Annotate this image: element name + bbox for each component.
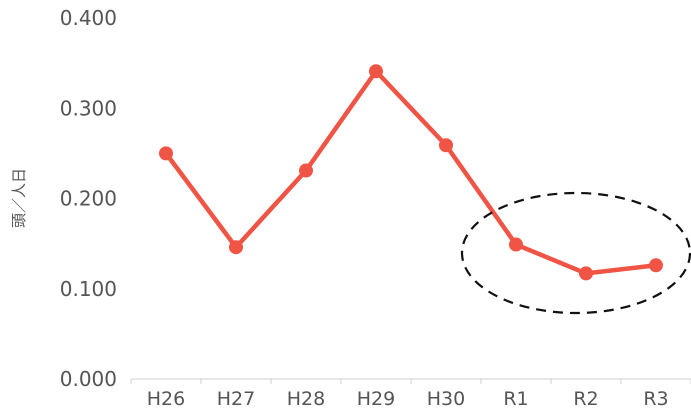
y-tick-label: 0.200 — [60, 187, 117, 211]
data-point — [579, 266, 593, 281]
x-tick-label: H29 — [357, 388, 395, 410]
data-point — [439, 138, 453, 153]
x-tick-label: H28 — [287, 388, 325, 410]
x-tick-label: H26 — [147, 388, 185, 410]
x-tick-label: H27 — [217, 388, 255, 410]
data-point — [229, 240, 243, 255]
y-tick-label: 0.000 — [60, 367, 117, 391]
x-axis: H26 H27 H28 H29 H30 R1 R2 R3 — [130, 378, 691, 410]
y-axis-title: 頭／人日 — [10, 168, 28, 228]
x-tick-label: H30 — [427, 388, 465, 410]
data-point — [649, 258, 663, 273]
highlight-ellipse — [460, 191, 691, 315]
x-tick-label: R2 — [573, 388, 598, 410]
series-polyline — [163, 68, 659, 276]
y-tick-label: 0.100 — [60, 277, 117, 301]
data-point — [159, 146, 173, 161]
x-tick-label: R3 — [643, 388, 668, 410]
data-point — [509, 237, 523, 252]
x-tick-label: R1 — [503, 388, 528, 410]
series-line — [159, 64, 663, 281]
y-tick-label: 0.400 — [60, 6, 117, 30]
data-point — [369, 64, 383, 79]
y-tick-label: 0.300 — [60, 96, 117, 120]
data-point — [299, 163, 313, 178]
y-axis-ticks: 0.000 0.100 0.200 0.300 0.400 — [60, 6, 117, 391]
